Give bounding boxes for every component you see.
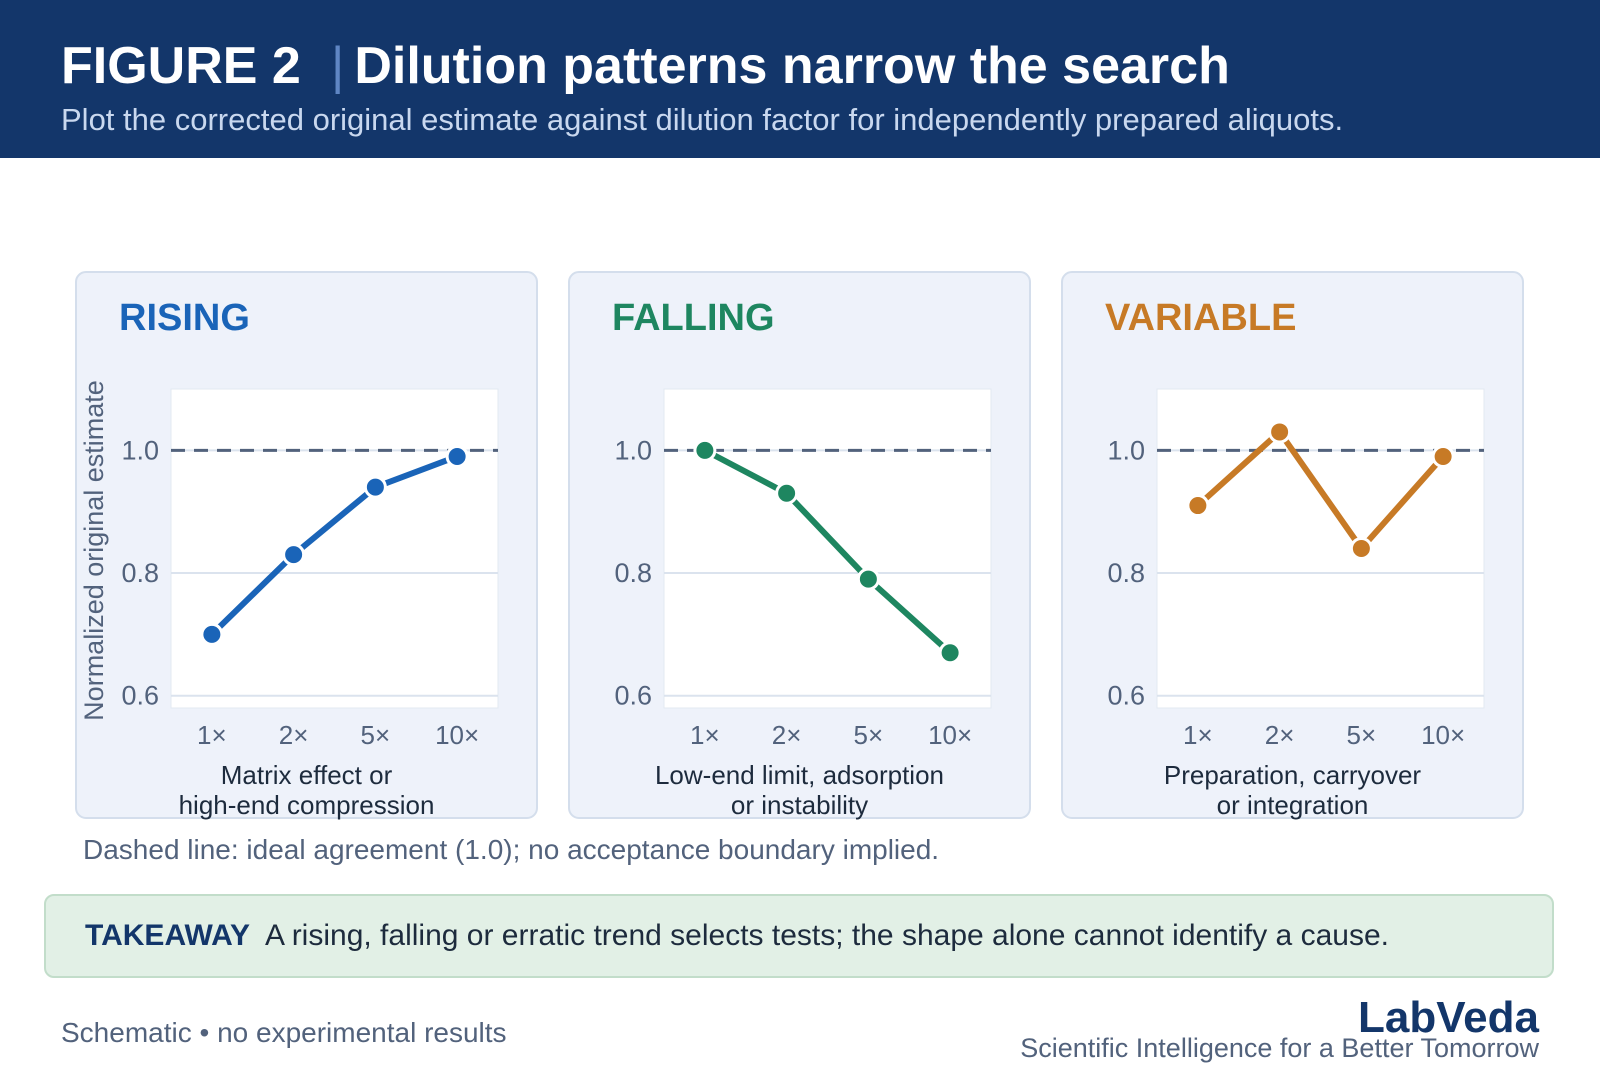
plot-area — [663, 388, 992, 709]
panel-title: VARIABLE — [1105, 297, 1296, 339]
y-tick-label: 0.6 — [614, 681, 652, 711]
takeaway-text: A rising, falling or erratic trend selec… — [265, 919, 1389, 952]
data-point — [445, 444, 469, 468]
x-tick-label: 10× — [928, 720, 972, 750]
panel-caption: Matrix effect or — [221, 760, 393, 790]
plot-area — [170, 388, 499, 709]
data-point — [856, 567, 880, 591]
x-tick-label: 2× — [772, 720, 802, 750]
x-tick-label: 5× — [854, 720, 884, 750]
data-point — [1268, 420, 1292, 444]
chart-panel-variable: VARIABLE 1.0 0.8 0.6 1× 2× 5× 10× Preparation, c… — [1061, 271, 1524, 820]
y-tick-label: 0.6 — [1107, 681, 1145, 711]
brand-logo: LabVeda — [1358, 993, 1539, 1042]
y-tick-label: 0.8 — [121, 558, 159, 588]
x-tick-label: 1× — [690, 720, 720, 750]
x-tick-label: 2× — [1265, 720, 1295, 750]
reference-line-note: Dashed line: ideal agreement (1.0); no a… — [83, 834, 940, 865]
data-point — [775, 481, 799, 505]
figure-header: FIGURE 2 | Dilution patterns narrow the se… — [0, 0, 1600, 158]
x-tick-label: 1× — [1183, 720, 1213, 750]
x-tick-label: 5× — [1347, 720, 1377, 750]
footer-note: Schematic • no experimental results — [61, 1017, 507, 1048]
charts-area: RISING 1.0 0.8 0.6 1× 2× 5× 10× Matrix effect or… — [75, 271, 1524, 820]
figure-title: FIGURE 2 | Dilution patterns narrow the se… — [61, 36, 1230, 96]
brand-tagline: Scientific Intelligence for a Better Tom… — [1020, 1033, 1539, 1063]
y-axis-label: Normalized original estimate — [79, 380, 109, 721]
data-point — [1349, 537, 1373, 560]
panel-caption: or instability — [731, 790, 868, 820]
data-point — [282, 543, 306, 567]
figure-heading: Dilution patterns narrow the search — [354, 37, 1230, 95]
x-tick-label: 5× — [361, 720, 391, 750]
data-point — [363, 475, 387, 499]
panel-title: RISING — [119, 297, 250, 339]
x-tick-label: 10× — [1421, 720, 1465, 750]
takeaway-box: TAKEAWAY A rising, falling or erratic tr… — [44, 894, 1554, 978]
panel-title: FALLING — [612, 297, 775, 339]
data-point — [938, 641, 962, 665]
series-line — [701, 447, 954, 656]
y-tick-label: 1.0 — [121, 435, 159, 465]
panel-caption: high-end compression — [179, 790, 435, 820]
series-line — [1194, 428, 1447, 552]
x-tick-label: 10× — [435, 720, 479, 750]
plot-area — [1156, 388, 1485, 709]
data-point — [1431, 444, 1455, 468]
y-tick-label: 0.6 — [121, 681, 159, 711]
data-point — [200, 622, 224, 646]
series-line — [208, 453, 461, 638]
y-tick-label: 0.8 — [1107, 558, 1145, 588]
y-tick-label: 1.0 — [1107, 435, 1145, 465]
x-tick-label: 2× — [279, 720, 309, 750]
title-separator: | — [330, 37, 345, 95]
panel-caption: Low-end limit, adsorption — [655, 760, 944, 790]
panel-caption: Preparation, carryover — [1164, 760, 1422, 790]
chart-panel-falling: FALLING 1.0 0.8 0.6 1× 2× 5× 10× Low-end limit, … — [568, 271, 1031, 820]
y-tick-label: 0.8 — [614, 558, 652, 588]
figure-subtitle: Plot the corrected original estimate aga… — [61, 102, 1344, 137]
x-tick-label: 1× — [197, 720, 227, 750]
data-point — [693, 438, 717, 462]
data-point — [1186, 494, 1210, 518]
y-tick-label: 1.0 — [614, 435, 652, 465]
figure-label: FIGURE 2 — [61, 37, 301, 95]
chart-panel-rising: RISING 1.0 0.8 0.6 1× 2× 5× 10× Matrix effect or… — [75, 271, 538, 820]
panel-caption: or integration — [1217, 790, 1369, 820]
takeaway-label: TAKEAWAY — [85, 919, 251, 952]
